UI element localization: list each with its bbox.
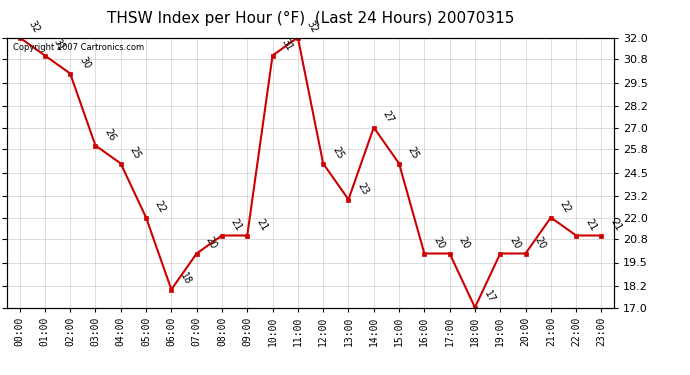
Text: 26: 26 (102, 127, 117, 143)
Text: 21: 21 (583, 217, 598, 233)
Text: 31: 31 (52, 37, 66, 53)
Text: 32: 32 (26, 19, 41, 35)
Text: 20: 20 (431, 235, 446, 251)
Text: 25: 25 (128, 145, 143, 161)
Text: 22: 22 (558, 199, 573, 215)
Text: 20: 20 (533, 235, 547, 251)
Text: 18: 18 (178, 271, 193, 287)
Text: 32: 32 (305, 19, 319, 35)
Text: 20: 20 (457, 235, 471, 251)
Text: THSW Index per Hour (°F)  (Last 24 Hours) 20070315: THSW Index per Hour (°F) (Last 24 Hours)… (107, 11, 514, 26)
Text: 21: 21 (609, 217, 623, 233)
Text: 22: 22 (153, 199, 168, 215)
Text: 21: 21 (229, 217, 244, 233)
Text: 20: 20 (204, 235, 219, 251)
Text: 21: 21 (254, 217, 269, 233)
Text: 25: 25 (406, 145, 421, 161)
Text: 20: 20 (507, 235, 522, 251)
Text: 27: 27 (381, 109, 395, 125)
Text: 23: 23 (355, 181, 371, 197)
Text: Copyright 2007 Cartronics.com: Copyright 2007 Cartronics.com (13, 43, 144, 52)
Text: 30: 30 (77, 55, 92, 71)
Text: 31: 31 (279, 37, 294, 53)
Text: 17: 17 (482, 289, 497, 305)
Text: 25: 25 (330, 145, 345, 161)
